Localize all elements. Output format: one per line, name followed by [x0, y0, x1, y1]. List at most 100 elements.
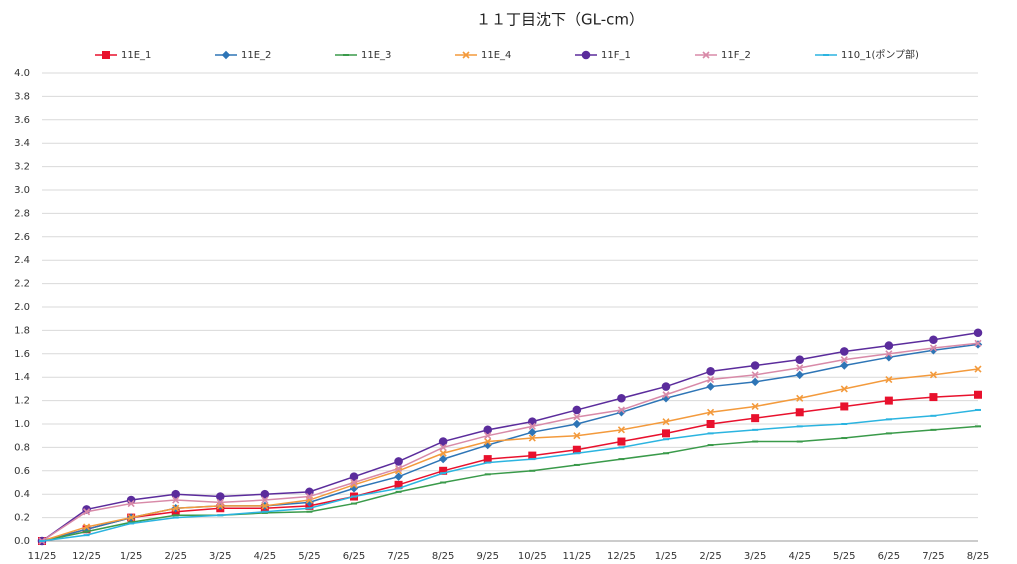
data-point — [438, 454, 448, 464]
x-tick-label: 11/25 — [28, 551, 57, 562]
y-tick-label: 0.4 — [14, 489, 30, 500]
data-point — [662, 391, 670, 399]
data-point — [974, 390, 982, 399]
data-point — [172, 496, 180, 504]
legend-label: 11F_2 — [721, 50, 751, 61]
y-tick-label: 1.4 — [14, 372, 30, 383]
data-point — [974, 365, 982, 373]
data-point — [172, 504, 180, 512]
data-point — [929, 344, 937, 352]
data-point — [83, 523, 91, 531]
y-tick-label: 1.8 — [14, 325, 30, 336]
data-point — [171, 489, 181, 499]
data-point — [617, 406, 625, 414]
data-point — [706, 367, 715, 376]
legend-marker — [221, 50, 231, 60]
y-tick-label: 2.6 — [14, 232, 30, 243]
data-point — [439, 443, 447, 451]
data-point — [885, 350, 893, 358]
y-tick-label: 3.6 — [14, 115, 30, 126]
data-point — [394, 472, 403, 481]
data-point — [617, 426, 625, 434]
data-point — [573, 432, 581, 440]
x-tick-label: 7/25 — [922, 551, 944, 562]
x-tick-label: 3/25 — [744, 551, 766, 562]
data-point — [127, 499, 135, 508]
data-point — [662, 429, 670, 438]
legend-label: 11E_3 — [361, 50, 391, 61]
data-point — [706, 420, 715, 428]
data-point — [795, 408, 804, 417]
data-point — [438, 437, 448, 446]
legend-label: 11E_4 — [481, 50, 511, 61]
series-line — [41, 394, 979, 542]
x-tick-label: 8/25 — [432, 551, 454, 562]
legend-label: 110_1(ポンプ部) — [841, 48, 919, 61]
data-point — [572, 405, 582, 415]
x-tick-label: 7/25 — [387, 551, 409, 562]
data-point — [573, 413, 581, 421]
data-point — [439, 449, 447, 457]
legend-marker — [581, 50, 591, 60]
data-point — [617, 393, 626, 403]
legend-marker — [462, 51, 470, 59]
legend-label: 11E_2 — [241, 50, 271, 61]
y-tick-label: 2.0 — [14, 302, 30, 313]
x-tick-label: 10/25 — [518, 551, 547, 562]
series-line — [41, 331, 979, 542]
y-tick-label: 1.0 — [14, 419, 30, 430]
y-tick-label: 3.2 — [14, 162, 30, 173]
y-tick-label: 2.8 — [14, 208, 30, 219]
y-tick-label: 2.4 — [14, 255, 30, 266]
data-point — [751, 402, 759, 411]
data-point — [439, 466, 448, 475]
data-point — [751, 414, 760, 423]
data-point — [929, 335, 938, 345]
data-point — [974, 339, 982, 347]
data-point — [483, 455, 492, 464]
data-point — [707, 408, 715, 416]
legend-label: 11F_1 — [601, 50, 631, 61]
data-point — [929, 371, 937, 379]
data-point — [528, 434, 536, 442]
chart-title: １１丁目沈下（GL-cm） — [476, 11, 644, 29]
legend-marker — [102, 51, 110, 59]
x-tick-label: 11/25 — [562, 551, 591, 562]
y-tick-label: 3.8 — [14, 91, 30, 102]
data-point — [840, 385, 848, 393]
legend-marker — [702, 51, 710, 59]
y-tick-label: 0.0 — [14, 536, 30, 547]
data-point — [528, 427, 537, 437]
data-point — [929, 393, 938, 402]
data-point — [484, 432, 492, 440]
series-line — [41, 425, 979, 542]
series-line — [41, 368, 979, 542]
x-tick-label: 5/25 — [833, 551, 855, 562]
data-point — [261, 502, 269, 510]
x-tick-label: 4/25 — [254, 551, 276, 562]
data-point — [839, 347, 849, 356]
y-tick-label: 2.2 — [14, 279, 30, 290]
data-point — [260, 489, 270, 499]
data-point — [973, 340, 983, 349]
x-tick-label: 1/25 — [655, 551, 677, 562]
y-tick-label: 1.2 — [14, 396, 30, 407]
x-tick-label: 1/25 — [120, 551, 142, 562]
x-tick-label: 12/25 — [607, 551, 636, 562]
data-point — [483, 425, 493, 435]
data-point — [395, 464, 403, 473]
data-point — [795, 370, 804, 380]
y-tick-label: 4.0 — [14, 68, 30, 79]
data-point — [216, 498, 224, 506]
data-point — [796, 364, 804, 372]
data-point — [215, 492, 225, 501]
data-point — [572, 419, 582, 429]
data-point — [350, 478, 358, 487]
x-tick-label: 4/25 — [788, 551, 810, 562]
x-tick-label: 12/25 — [72, 551, 101, 562]
x-tick-label: 6/25 — [878, 551, 900, 562]
data-point — [662, 418, 670, 426]
y-tick-label: 3.0 — [14, 185, 30, 196]
data-point — [349, 472, 359, 481]
